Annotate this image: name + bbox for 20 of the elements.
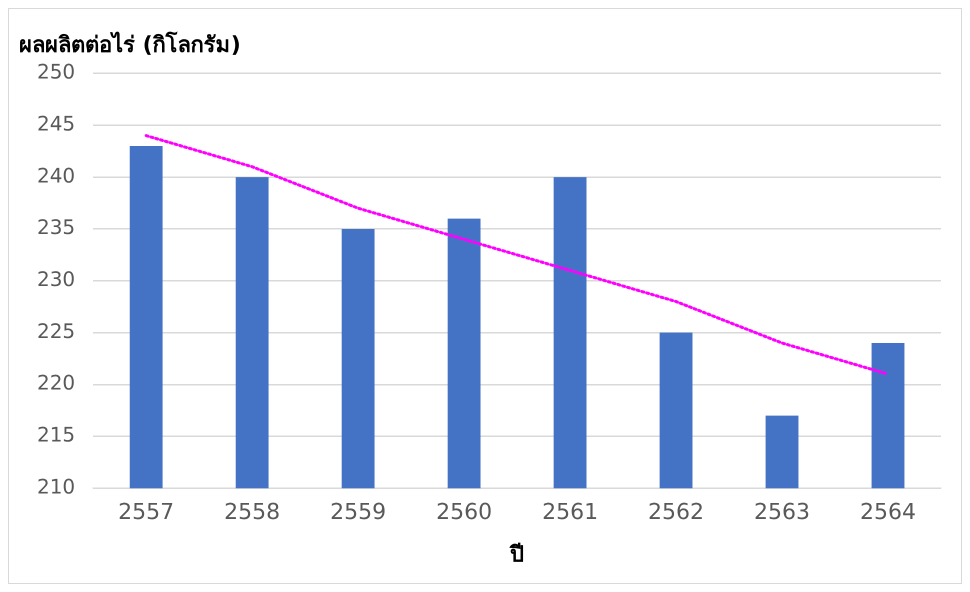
x-tick-label: 2561 [542,500,598,526]
y-tick-label: 250 [36,60,76,84]
y-tick-label: 235 [36,215,76,240]
x-tick-label: 2560 [436,500,492,526]
x-tick-label: 2558 [224,500,280,526]
y-tick-label: 245 [36,111,76,136]
chart-title: ผลผลิตต่อไร่ (กิโลกรัม) [19,30,241,58]
x-axis-title: ปี [509,542,524,568]
y-tick-label: 240 [36,163,76,188]
y-tick-label: 220 [36,370,76,395]
line-series [144,134,890,376]
x-tick-label: 2559 [330,500,386,526]
y-tick-label: 225 [36,318,76,343]
x-tick-label: 2564 [860,500,916,526]
x-tick-label: 2557 [118,500,174,526]
y-tick-label: 230 [36,267,76,292]
x-tick-label: 2563 [754,500,810,526]
y-tick-label: 210 [36,474,76,498]
y-tick-label: 215 [36,422,76,447]
x-tick-label: 2562 [648,500,704,526]
